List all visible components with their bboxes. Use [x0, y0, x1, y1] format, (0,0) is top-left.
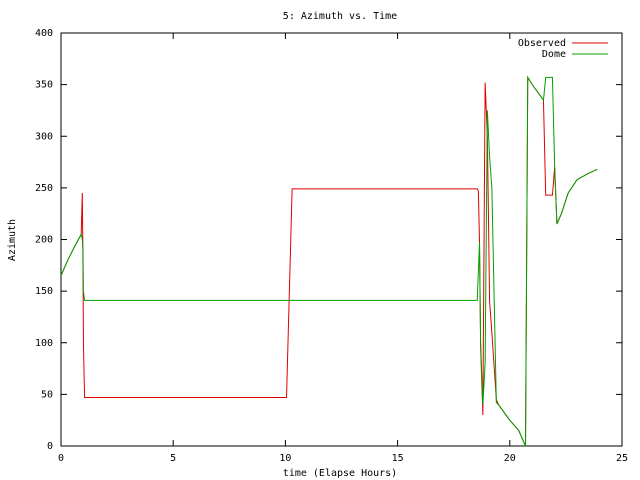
y-tick-label: 100 [35, 338, 53, 349]
x-tick-label: 10 [279, 453, 291, 464]
series-line [60, 75, 598, 447]
y-tick-label: 250 [35, 183, 53, 194]
y-tick-label: 350 [35, 80, 53, 91]
y-tick-label: 300 [35, 131, 53, 142]
x-tick-label: 20 [504, 453, 516, 464]
x-tick-label: 5 [170, 453, 176, 464]
y-tick-label: 50 [41, 389, 53, 400]
chart-title: 5: Azimuth vs. Time [283, 11, 397, 22]
y-tick-label: 400 [35, 28, 53, 39]
y-tick-label: 0 [47, 441, 53, 452]
x-tick-label: 15 [392, 453, 404, 464]
legend-label: Observed [518, 38, 566, 49]
x-tick-label: 25 [616, 453, 628, 464]
y-tick-label: 200 [35, 235, 53, 246]
y-axis-label: Azimuth [7, 219, 18, 261]
legend-label: Dome [542, 49, 566, 60]
y-tick-label: 150 [35, 286, 53, 297]
x-axis-label: time (Elapse Hours) [283, 468, 397, 479]
x-tick-label: 0 [58, 453, 64, 464]
